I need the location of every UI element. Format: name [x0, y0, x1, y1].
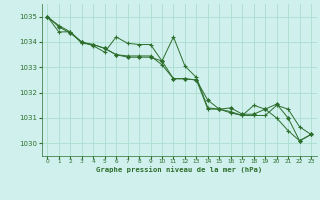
X-axis label: Graphe pression niveau de la mer (hPa): Graphe pression niveau de la mer (hPa): [96, 166, 262, 173]
